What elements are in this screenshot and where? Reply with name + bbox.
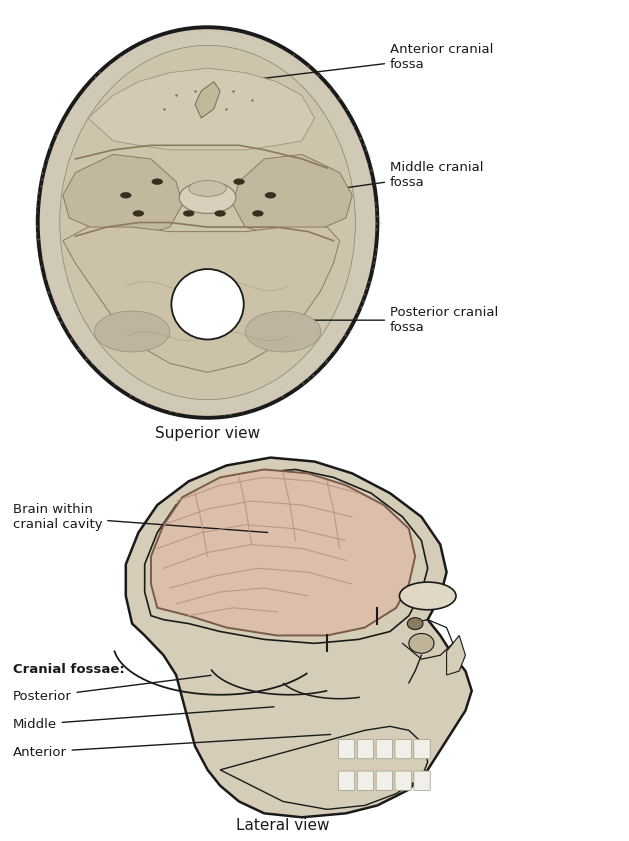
FancyBboxPatch shape bbox=[414, 771, 430, 791]
Polygon shape bbox=[447, 636, 465, 675]
FancyBboxPatch shape bbox=[395, 739, 411, 759]
Ellipse shape bbox=[189, 181, 226, 197]
Text: Posterior cranial
fossa: Posterior cranial fossa bbox=[216, 306, 498, 334]
FancyBboxPatch shape bbox=[376, 771, 392, 791]
Ellipse shape bbox=[179, 182, 236, 214]
Polygon shape bbox=[88, 68, 314, 150]
FancyBboxPatch shape bbox=[338, 771, 355, 791]
Text: Lateral view: Lateral view bbox=[237, 818, 330, 833]
Text: Posterior: Posterior bbox=[13, 675, 211, 703]
FancyBboxPatch shape bbox=[414, 739, 430, 759]
Ellipse shape bbox=[245, 311, 321, 352]
Text: Superior view: Superior view bbox=[155, 426, 260, 441]
Ellipse shape bbox=[408, 617, 423, 630]
Ellipse shape bbox=[120, 192, 131, 198]
Text: Anterior: Anterior bbox=[13, 734, 331, 759]
FancyBboxPatch shape bbox=[338, 739, 355, 759]
Ellipse shape bbox=[38, 27, 377, 418]
Polygon shape bbox=[63, 155, 182, 236]
Ellipse shape bbox=[399, 582, 456, 610]
Text: Middle: Middle bbox=[13, 706, 274, 731]
Polygon shape bbox=[126, 458, 472, 817]
Ellipse shape bbox=[265, 192, 276, 198]
Ellipse shape bbox=[214, 210, 226, 217]
Ellipse shape bbox=[94, 311, 170, 352]
FancyBboxPatch shape bbox=[357, 739, 374, 759]
Ellipse shape bbox=[152, 178, 163, 185]
FancyBboxPatch shape bbox=[376, 739, 392, 759]
Ellipse shape bbox=[252, 210, 264, 217]
Text: Middle cranial
fossa: Middle cranial fossa bbox=[248, 161, 484, 202]
Ellipse shape bbox=[409, 633, 434, 653]
Polygon shape bbox=[145, 469, 428, 643]
Polygon shape bbox=[63, 227, 340, 373]
Polygon shape bbox=[220, 727, 428, 809]
Text: Anterior cranial
fossa: Anterior cranial fossa bbox=[220, 43, 493, 84]
FancyBboxPatch shape bbox=[357, 771, 374, 791]
Text: Brain within
cranial cavity: Brain within cranial cavity bbox=[13, 503, 268, 532]
Text: Cranial fossae:: Cranial fossae: bbox=[13, 663, 125, 675]
Polygon shape bbox=[151, 469, 415, 636]
Ellipse shape bbox=[233, 178, 245, 185]
Ellipse shape bbox=[183, 210, 194, 217]
Polygon shape bbox=[195, 82, 220, 118]
Ellipse shape bbox=[60, 45, 355, 399]
Ellipse shape bbox=[172, 269, 244, 340]
Ellipse shape bbox=[133, 210, 144, 217]
Polygon shape bbox=[233, 155, 352, 236]
FancyBboxPatch shape bbox=[395, 771, 411, 791]
